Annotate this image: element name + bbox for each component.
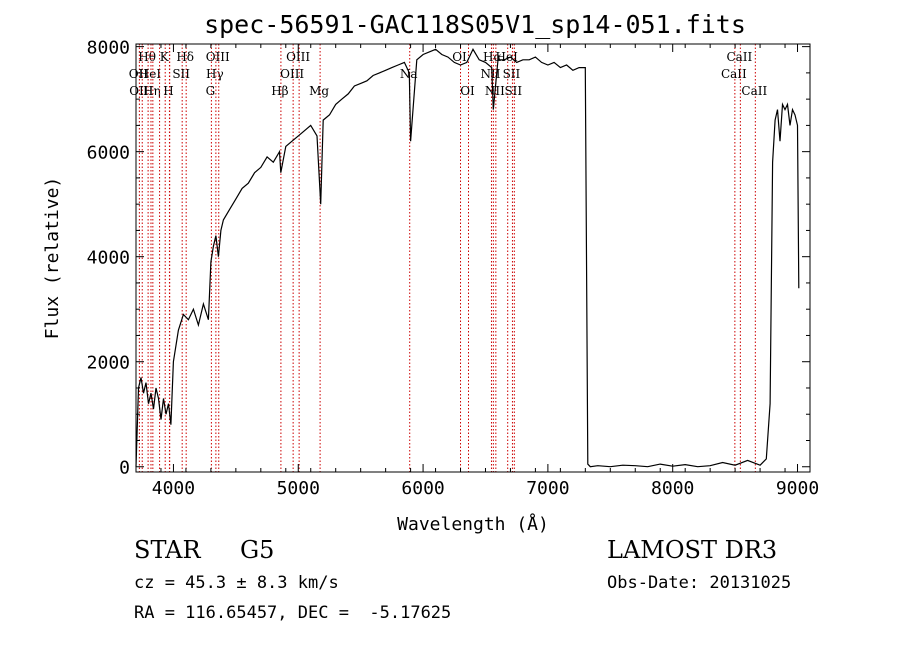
line-marker-label-13: OIII xyxy=(206,50,230,64)
x-tick-label-4: 8000 xyxy=(651,478,694,499)
line-marker-label-7: H xyxy=(163,84,173,98)
x-tick-label-2: 6000 xyxy=(401,478,444,499)
line-marker-label-15: OIII xyxy=(280,67,304,81)
line-marker-label-14: Hβ xyxy=(271,84,288,98)
x-tick-label-0: 4000 xyxy=(152,478,195,499)
line-marker-label-9: SII xyxy=(172,67,190,81)
survey-name: LAMOST DR3 xyxy=(607,536,778,564)
object-subclass: G5 xyxy=(240,536,275,564)
line-marker-label-24: HeI xyxy=(496,50,519,64)
line-marker-label-18: Na xyxy=(400,67,418,81)
line-marker-label-11: G xyxy=(206,84,216,98)
line-marker-label-1: OIII xyxy=(129,84,153,98)
x-tick-label-3: 7000 xyxy=(526,478,569,499)
line-marker-label-6: K xyxy=(160,50,170,64)
line-marker-label-29: CaII xyxy=(741,84,767,98)
line-markers: OII OIII Hθ HeI Hη K H SII Hδ G Hγ OIII Hβ OIII OIII Mg… xyxy=(129,44,767,472)
x-axis-label: Wavelength (Å) xyxy=(397,513,549,535)
y-tick-label-3: 6000 xyxy=(87,143,130,164)
line-marker-label-25: SII xyxy=(503,67,521,81)
line-marker-label-4: Hη xyxy=(143,84,161,98)
x-axis: 4000 5000 6000 7000 8000 9000 xyxy=(135,44,819,499)
coordinates-readout: RA = 116.65457, DEC = -5.17625 xyxy=(134,603,452,623)
line-marker-label-21: NII xyxy=(480,67,500,81)
line-marker-label-0: OII xyxy=(129,67,149,81)
y-tick-label-0: 0 xyxy=(119,458,130,479)
x-tick-label-5: 9000 xyxy=(776,478,819,499)
redshift-readout: cz = 45.3 ± 8.3 km/s xyxy=(134,573,339,593)
line-marker-label-27: CaII xyxy=(721,67,747,81)
spectrum-line-0 xyxy=(135,48,800,468)
y-axis-label: Flux (relative) xyxy=(42,177,63,340)
spectrum-series xyxy=(135,48,800,468)
line-marker-label-28: CaII xyxy=(726,50,752,64)
line-marker-label-22: Hα xyxy=(483,50,502,64)
line-marker-label-19: OI xyxy=(452,50,467,64)
line-marker-label-12: Hγ xyxy=(206,67,224,81)
chart-title: spec-56591-GAC118S05V1_sp14-051.fits xyxy=(204,10,746,39)
y-axis: 0 2000 4000 6000 8000 xyxy=(87,38,810,479)
x-tick-label-1: 5000 xyxy=(277,478,320,499)
line-marker-label-2: Hθ xyxy=(138,50,156,64)
y-tick-label-2: 4000 xyxy=(87,248,130,269)
object-class: STAR xyxy=(134,536,201,564)
plot-frame xyxy=(135,43,811,473)
line-marker-label-17: Mg xyxy=(309,84,329,98)
line-marker-label-26: SII xyxy=(504,84,522,98)
obs-date: Obs-Date: 20131025 xyxy=(607,573,792,593)
y-tick-label-1: 2000 xyxy=(87,353,130,374)
line-marker-label-3: HeI xyxy=(139,67,162,81)
line-marker-label-10: Hδ xyxy=(176,50,194,64)
line-marker-label-20: OI xyxy=(460,84,475,98)
y-tick-label-4: 8000 xyxy=(87,38,130,59)
line-marker-label-16: OIII xyxy=(286,50,310,64)
